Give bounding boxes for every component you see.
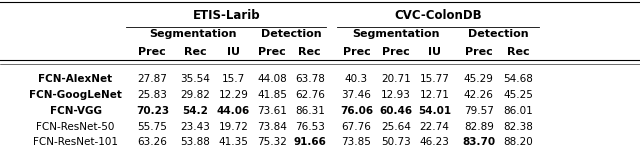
- Text: Segmentation: Segmentation: [352, 29, 439, 39]
- Text: 19.72: 19.72: [219, 122, 248, 132]
- Text: IU: IU: [428, 47, 441, 57]
- Text: 50.73: 50.73: [381, 137, 411, 147]
- Text: 53.88: 53.88: [180, 137, 210, 147]
- Text: Rec: Rec: [507, 47, 530, 57]
- Text: 54.2: 54.2: [182, 106, 208, 116]
- Text: 12.71: 12.71: [420, 90, 449, 100]
- Text: 25.64: 25.64: [381, 122, 411, 132]
- Text: CVC-ColonDB: CVC-ColonDB: [394, 9, 481, 22]
- Text: 63.26: 63.26: [138, 137, 167, 147]
- Text: 79.57: 79.57: [464, 106, 493, 116]
- Text: 44.06: 44.06: [217, 106, 250, 116]
- Text: 91.66: 91.66: [293, 137, 326, 147]
- Text: 12.93: 12.93: [381, 90, 411, 100]
- Text: 76.53: 76.53: [295, 122, 324, 132]
- Text: 45.25: 45.25: [504, 90, 533, 100]
- Text: 88.20: 88.20: [504, 137, 533, 147]
- Text: 40.3: 40.3: [345, 74, 368, 84]
- Text: FCN-GoogLeNet: FCN-GoogLeNet: [29, 90, 122, 100]
- Text: 20.71: 20.71: [381, 74, 411, 84]
- Text: 22.74: 22.74: [420, 122, 449, 132]
- Text: 46.23: 46.23: [420, 137, 449, 147]
- Text: 86.31: 86.31: [295, 106, 324, 116]
- Text: FCN-ResNet-101: FCN-ResNet-101: [33, 137, 118, 147]
- Text: 27.87: 27.87: [138, 74, 167, 84]
- Text: 67.76: 67.76: [342, 122, 371, 132]
- Text: Prec: Prec: [382, 47, 410, 57]
- Text: 83.70: 83.70: [462, 137, 495, 147]
- Text: Segmentation: Segmentation: [149, 29, 237, 39]
- Text: FCN-VGG: FCN-VGG: [49, 106, 102, 116]
- Text: 60.46: 60.46: [380, 106, 413, 116]
- Text: 76.06: 76.06: [340, 106, 373, 116]
- Text: 23.43: 23.43: [180, 122, 210, 132]
- Text: FCN-AlexNet: FCN-AlexNet: [38, 74, 113, 84]
- Text: ETIS-Larib: ETIS-Larib: [193, 9, 260, 22]
- Text: 41.35: 41.35: [219, 137, 248, 147]
- Text: Prec: Prec: [342, 47, 371, 57]
- Text: Detection: Detection: [260, 29, 321, 39]
- Text: 44.08: 44.08: [257, 74, 287, 84]
- Text: Prec: Prec: [138, 47, 166, 57]
- Text: 15.7: 15.7: [222, 74, 245, 84]
- Text: 63.78: 63.78: [295, 74, 324, 84]
- Text: 73.61: 73.61: [257, 106, 287, 116]
- Text: Rec: Rec: [184, 47, 207, 57]
- Text: 15.77: 15.77: [420, 74, 449, 84]
- Text: 75.32: 75.32: [257, 137, 287, 147]
- Text: 86.01: 86.01: [504, 106, 533, 116]
- Text: 41.85: 41.85: [257, 90, 287, 100]
- Text: 82.89: 82.89: [464, 122, 493, 132]
- Text: 54.01: 54.01: [418, 106, 451, 116]
- Text: 35.54: 35.54: [180, 74, 210, 84]
- Text: 42.26: 42.26: [464, 90, 493, 100]
- Text: IU: IU: [227, 47, 240, 57]
- Text: 82.38: 82.38: [504, 122, 533, 132]
- Text: 55.75: 55.75: [138, 122, 167, 132]
- Text: 25.83: 25.83: [138, 90, 167, 100]
- Text: 29.82: 29.82: [180, 90, 210, 100]
- Text: 73.84: 73.84: [257, 122, 287, 132]
- Text: 37.46: 37.46: [342, 90, 371, 100]
- Text: Prec: Prec: [258, 47, 286, 57]
- Text: Prec: Prec: [465, 47, 493, 57]
- Text: 45.29: 45.29: [464, 74, 493, 84]
- Text: Detection: Detection: [468, 29, 529, 39]
- Text: 12.29: 12.29: [219, 90, 248, 100]
- Text: 73.85: 73.85: [342, 137, 371, 147]
- Text: 62.76: 62.76: [295, 90, 324, 100]
- Text: Rec: Rec: [298, 47, 321, 57]
- Text: 54.68: 54.68: [504, 74, 533, 84]
- Text: FCN-ResNet-50: FCN-ResNet-50: [36, 122, 115, 132]
- Text: 70.23: 70.23: [136, 106, 169, 116]
